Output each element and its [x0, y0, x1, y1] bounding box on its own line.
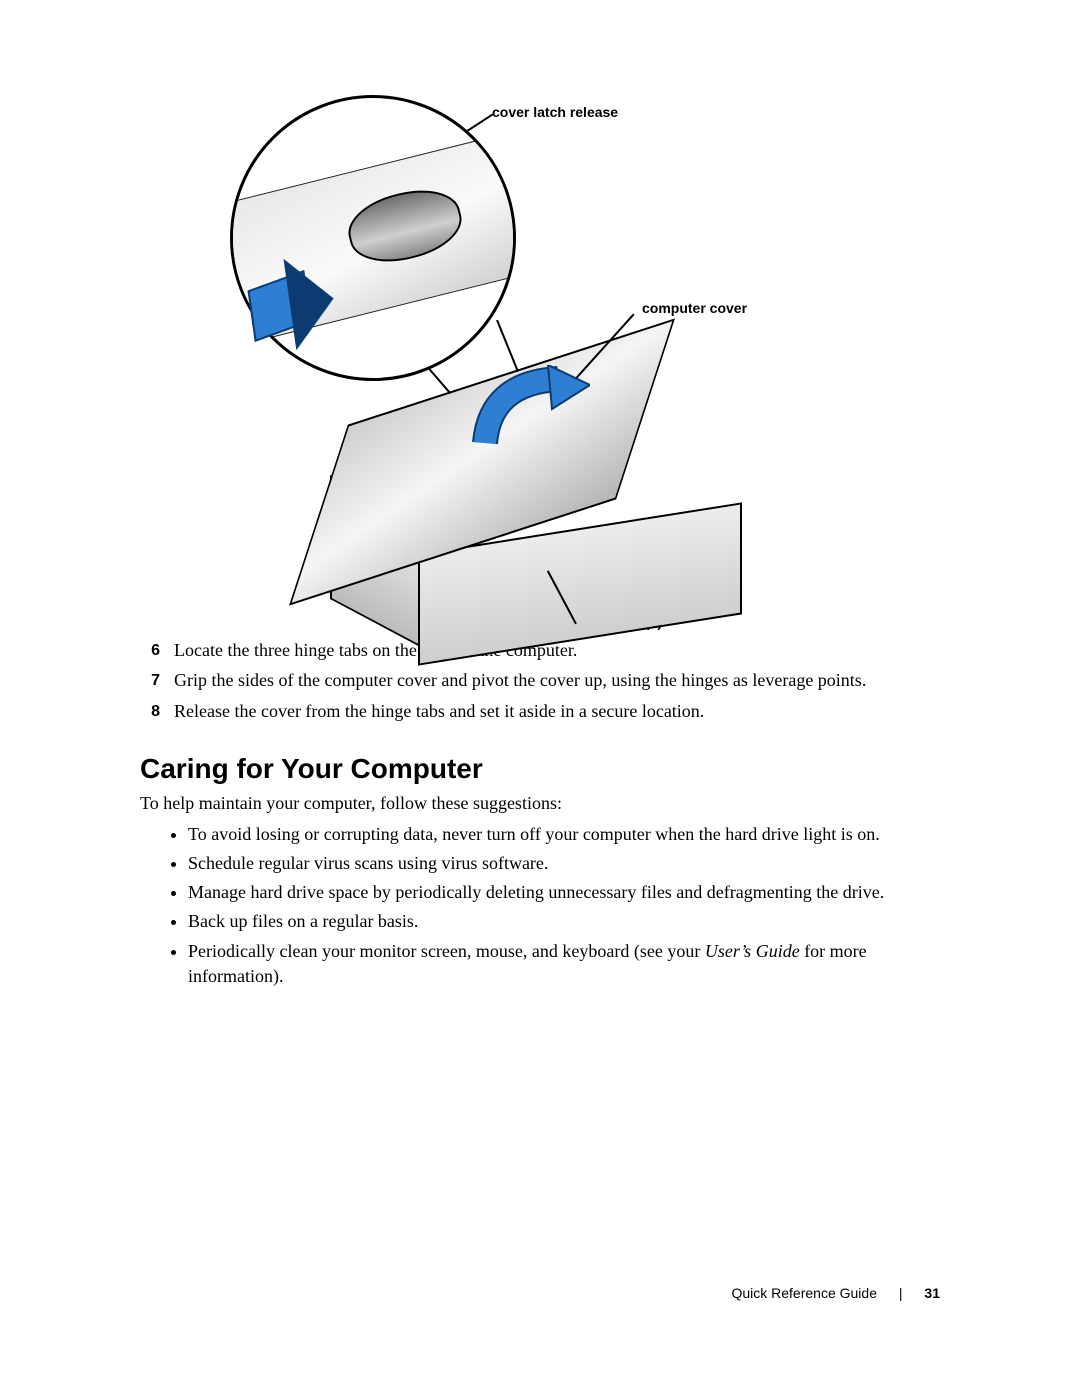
step-number: 8	[140, 699, 160, 723]
cover-removal-diagram: cover latch release computer cover hinge…	[190, 120, 890, 620]
list-item: Schedule regular virus scans using virus…	[188, 851, 940, 876]
step-number: 7	[140, 668, 160, 692]
list-item: Manage hard drive space by periodically …	[188, 880, 940, 905]
footer-separator: |	[899, 1285, 903, 1301]
numbered-steps: 6 Locate the three hinge tabs on the edg…	[140, 638, 940, 723]
step-text: Release the cover from the hinge tabs an…	[174, 699, 940, 723]
care-bullet-list: To avoid losing or corrupting data, neve…	[140, 822, 940, 989]
bullet-text-italic: User’s Guide	[705, 941, 800, 961]
bullet-text: To avoid losing or corrupting data, neve…	[188, 824, 880, 844]
bullet-text: Schedule regular virus scans using virus…	[188, 853, 548, 873]
manual-page: cover latch release computer cover hinge…	[0, 0, 1080, 1397]
push-arrow-icon	[247, 276, 313, 336]
list-item: Back up files on a regular basis.	[188, 909, 940, 934]
pivot-arrow-icon	[470, 365, 590, 455]
step-number: 6	[140, 638, 160, 662]
step-item: 7 Grip the sides of the computer cover a…	[140, 668, 940, 692]
footer-title: Quick Reference Guide	[731, 1285, 877, 1301]
list-item: Periodically clean your monitor screen, …	[188, 939, 940, 989]
step-item: 8 Release the cover from the hinge tabs …	[140, 699, 940, 723]
step-text: Grip the sides of the computer cover and…	[174, 668, 940, 692]
callout-computer-cover: computer cover	[642, 300, 747, 316]
footer-page-number: 31	[924, 1285, 940, 1301]
section-intro: To help maintain your computer, follow t…	[140, 793, 940, 814]
callout-cover-latch-release: cover latch release	[492, 104, 618, 120]
bullet-text-prefix: Periodically clean your monitor screen, …	[188, 941, 705, 961]
section-heading: Caring for Your Computer	[140, 753, 940, 785]
page-footer: Quick Reference Guide | 31	[731, 1285, 940, 1301]
bullet-text: Manage hard drive space by periodically …	[188, 882, 884, 902]
bullet-text: Back up files on a regular basis.	[188, 911, 418, 931]
list-item: To avoid losing or corrupting data, neve…	[188, 822, 940, 847]
magnifier-lens	[230, 95, 516, 381]
